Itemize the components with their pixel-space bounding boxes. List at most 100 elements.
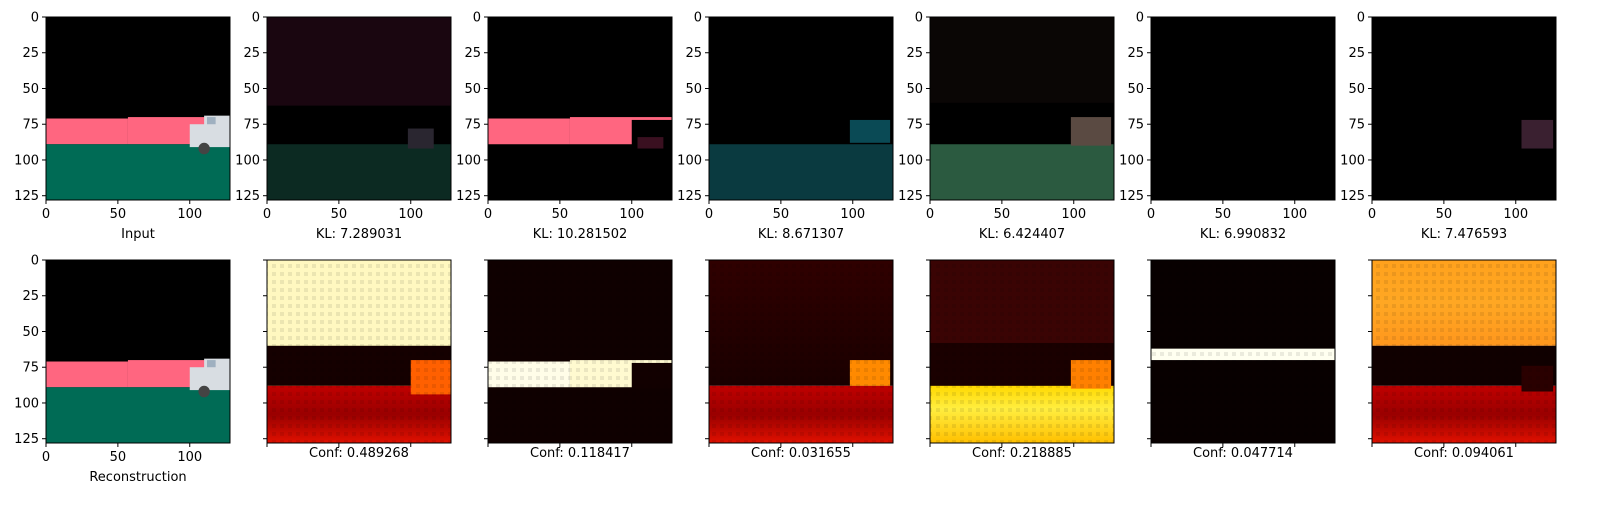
y-tick-label: 0 (252, 11, 260, 26)
brown-car (1070, 117, 1112, 146)
y-tick-label: 25 (906, 46, 923, 61)
pink-band (488, 118, 570, 145)
pink-band (46, 118, 128, 145)
x-tick-label: 0 (484, 207, 492, 222)
confidence-heatmap-panel: Conf: 0.118417 (484, 259, 673, 461)
confidence-heatmap-panel: Conf: 0.218885 (926, 259, 1115, 461)
x-tick-label: 0 (705, 207, 713, 222)
y-tick-label: 0 (1136, 11, 1144, 26)
dim-ground (267, 144, 451, 200)
y-tick-label: 125 (677, 189, 702, 204)
panel-caption: Conf: 0.047714 (1193, 446, 1293, 461)
x-tick-label: 100 (177, 450, 202, 465)
y-tick-label: 50 (1348, 82, 1365, 97)
y-tick-label: 0 (31, 254, 39, 269)
y-tick-label: 100 (1119, 153, 1144, 168)
y-tick-label: 75 (22, 361, 39, 376)
y-tick-label: 75 (243, 118, 260, 133)
x-tick-label: 50 (1215, 207, 1232, 222)
x-tick-label: 0 (42, 207, 50, 222)
x-tick-label: 50 (1436, 207, 1453, 222)
x-tick-label: 50 (110, 450, 127, 465)
y-tick-label: 75 (1127, 118, 1144, 133)
y-tick-label: 100 (677, 153, 702, 168)
y-tick-label: 100 (456, 153, 481, 168)
image-panel: 0 50 100 0 25 50 75 100 125 KL: 8.671307 (677, 11, 894, 242)
x-tick-label: 100 (1503, 207, 1528, 222)
y-tick-label: 125 (14, 432, 39, 447)
panel-caption: Reconstruction (89, 470, 186, 485)
y-tick-label: 100 (14, 396, 39, 411)
panel-caption: Conf: 0.118417 (530, 446, 630, 461)
x-tick-label: 50 (331, 207, 348, 222)
y-tick-label: 75 (1348, 118, 1365, 133)
y-tick-label: 75 (685, 118, 702, 133)
dim-car (407, 128, 434, 149)
y-tick-label: 25 (243, 46, 260, 61)
x-tick-label: 0 (1147, 207, 1155, 222)
y-tick-label: 75 (464, 118, 481, 133)
teal-car (849, 119, 891, 143)
panel-caption: KL: 8.671307 (758, 227, 844, 242)
y-tick-label: 125 (14, 189, 39, 204)
y-tick-label: 125 (235, 189, 260, 204)
image-panel: 0 50 100 0 25 50 75 100 125 KL: 10.281502 (456, 11, 673, 242)
x-tick-label: 100 (1061, 207, 1086, 222)
y-tick-label: 0 (1357, 11, 1365, 26)
y-tick-label: 50 (1127, 82, 1144, 97)
axes-frame (708, 259, 894, 444)
y-tick-label: 0 (473, 11, 481, 26)
x-tick-label: 100 (619, 207, 644, 222)
x-tick-label: 50 (994, 207, 1011, 222)
background (488, 17, 672, 200)
y-tick-label: 100 (235, 153, 260, 168)
panel-caption: KL: 6.990832 (1200, 227, 1286, 242)
axes-frame (45, 16, 231, 201)
confidence-heatmap-panel: Conf: 0.094061 (1368, 259, 1557, 461)
y-tick-label: 125 (456, 189, 481, 204)
x-tick-label: 100 (1282, 207, 1307, 222)
x-tick-label: 100 (398, 207, 423, 222)
y-tick-label: 50 (685, 82, 702, 97)
axes-frame (487, 16, 673, 201)
panel-caption: Input (121, 227, 155, 242)
y-tick-label: 25 (22, 289, 39, 304)
image-panel: 0 50 100 0 25 50 75 100 125 KL: 7.476593 (1340, 11, 1557, 242)
pink-band (46, 361, 128, 388)
background (1372, 17, 1556, 200)
axes-frame (1150, 259, 1336, 444)
x-tick-label: 0 (926, 207, 934, 222)
green-ground (46, 144, 230, 200)
y-tick-label: 25 (1348, 46, 1365, 61)
y-tick-label: 0 (915, 11, 923, 26)
panel-caption: Conf: 0.489268 (309, 446, 409, 461)
x-tick-label: 50 (773, 207, 790, 222)
image-panel: 0 50 100 0 25 50 75 100 125 Input (14, 11, 231, 242)
y-tick-label: 75 (22, 118, 39, 133)
axes-frame (929, 16, 1115, 201)
dim-car (1521, 119, 1554, 149)
dark-sky (930, 17, 1114, 103)
y-tick-label: 100 (14, 153, 39, 168)
panel-caption: KL: 10.281502 (533, 227, 628, 242)
y-tick-label: 100 (1340, 153, 1365, 168)
y-tick-label: 100 (898, 153, 923, 168)
x-tick-label: 0 (42, 450, 50, 465)
y-tick-label: 125 (898, 189, 923, 204)
x-tick-label: 50 (552, 207, 569, 222)
x-tick-label: 100 (177, 207, 202, 222)
teal-ground (709, 144, 893, 200)
background (1151, 17, 1335, 200)
car (189, 358, 230, 398)
image-panel: 0 50 100 0 25 50 75 100 125 KL: 6.990832 (1119, 11, 1336, 242)
y-tick-label: 75 (906, 118, 923, 133)
x-tick-label: 100 (840, 207, 865, 222)
panel-caption: KL: 6.424407 (979, 227, 1065, 242)
green-ground (46, 387, 230, 443)
axes-frame (1150, 16, 1336, 201)
axes-frame (708, 16, 894, 201)
panel-caption: KL: 7.476593 (1421, 227, 1507, 242)
car-shadow (637, 137, 664, 149)
dim-sky (267, 17, 451, 106)
axes-frame (266, 259, 452, 444)
